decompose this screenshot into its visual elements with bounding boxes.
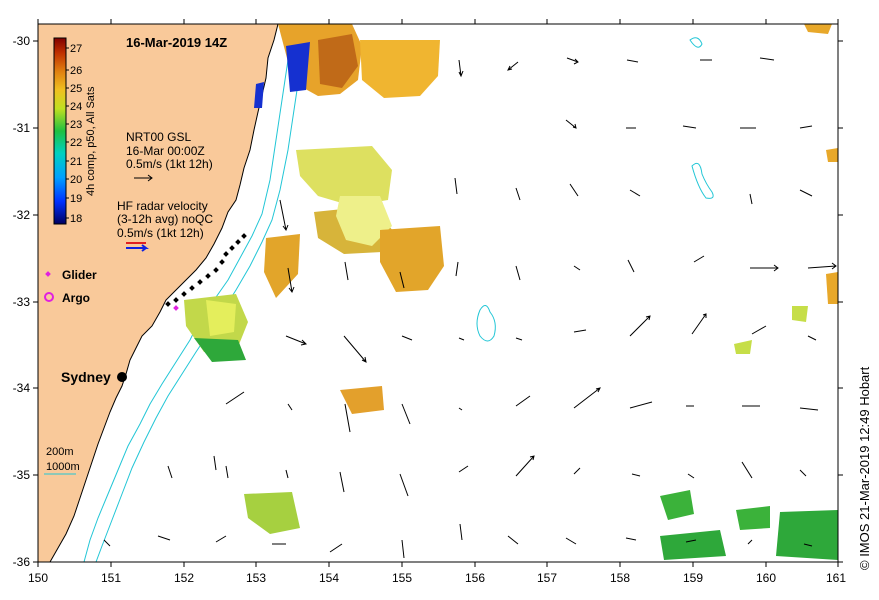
sydney-label: Sydney — [61, 369, 111, 385]
gsl-legend-line-2: 16-Mar 00:00Z — [126, 144, 205, 158]
colorbar-label: 4h comp, p50, All Sats — [85, 86, 97, 196]
lat-tick-33: -33 — [13, 295, 31, 309]
lon-tick-labels: 150 151 152 153 154 155 156 157 158 159 … — [28, 571, 846, 585]
lon-tick-157: 157 — [537, 571, 557, 585]
colorbar-tick-19: 19 — [70, 193, 82, 205]
map-title: 16-Mar-2019 14Z — [126, 35, 227, 50]
map-frame — [37, 23, 839, 563]
sst-colorbar: 27 26 25 24 23 22 21 20 19 18 4h comp, p… — [53, 37, 97, 225]
lat-tick-35: -35 — [13, 468, 31, 482]
hf-legend-line-3: 0.5m/s (1kt 12h) — [117, 226, 204, 240]
glider-track — [165, 233, 247, 311]
colorbar-tick-21: 21 — [70, 156, 82, 168]
lon-tick-154: 154 — [319, 571, 339, 585]
colorbar-tick-20: 20 — [70, 174, 82, 186]
lat-tick-labels: -30 -31 -32 -33 -34 -35 -36 — [13, 34, 31, 569]
argo-legend-label: Argo — [62, 291, 90, 305]
land-mass — [38, 24, 279, 562]
hf-legend-line-1: HF radar velocity — [117, 199, 208, 213]
map-area — [38, 24, 838, 562]
hf-legend-line-2: (3-12h avg) noQC — [117, 212, 213, 226]
colorbar-tick-18: 18 — [70, 213, 82, 225]
gsl-legend-line-3: 0.5m/s (1kt 12h) — [126, 157, 213, 171]
hf-legend: HF radar velocity (3-12h avg) noQC 0.5m/… — [117, 199, 213, 252]
lon-tick-153: 153 — [246, 571, 266, 585]
lon-tick-152: 152 — [174, 571, 194, 585]
glider-legend-label: Glider — [62, 268, 97, 282]
lon-tick-161: 161 — [826, 571, 846, 585]
colorbar-tick-27: 27 — [70, 43, 82, 55]
bathy-legend-200m: 200m — [46, 446, 74, 458]
gsl-legend-line-1: NRT00 GSL — [126, 130, 191, 144]
credit-text: © IMOS 21-Mar-2019 12:49 Hobart — [857, 366, 872, 570]
lat-tick-34: -34 — [13, 381, 31, 395]
bathy-legend-1000m: 1000m — [46, 461, 80, 473]
lon-tick-151: 151 — [101, 571, 121, 585]
lat-tick-31: -31 — [13, 121, 31, 135]
lon-tick-158: 158 — [610, 571, 630, 585]
colorbar-tick-25: 25 — [70, 83, 82, 95]
lon-tick-150: 150 — [28, 571, 48, 585]
sst-patches — [184, 24, 838, 560]
lon-tick-159: 159 — [683, 571, 703, 585]
colorbar-tick-24: 24 — [70, 101, 82, 113]
sydney-marker — [117, 372, 127, 382]
colorbar-tick-26: 26 — [70, 65, 82, 77]
lon-tick-156: 156 — [465, 571, 485, 585]
lon-tick-155: 155 — [392, 571, 412, 585]
colorbar-tick-23: 23 — [70, 119, 82, 131]
lon-tick-160: 160 — [756, 571, 776, 585]
gsl-legend: NRT00 GSL 16-Mar 00:00Z 0.5m/s (1kt 12h) — [126, 130, 213, 182]
bathy-legend: 200m 1000m — [44, 446, 80, 475]
tick-marks — [33, 19, 843, 567]
colorbar-tick-22: 22 — [70, 137, 82, 149]
lat-tick-30: -30 — [13, 34, 31, 48]
lat-tick-36: -36 — [13, 555, 31, 569]
current-vectors — [103, 57, 837, 559]
lat-tick-32: -32 — [13, 208, 31, 222]
